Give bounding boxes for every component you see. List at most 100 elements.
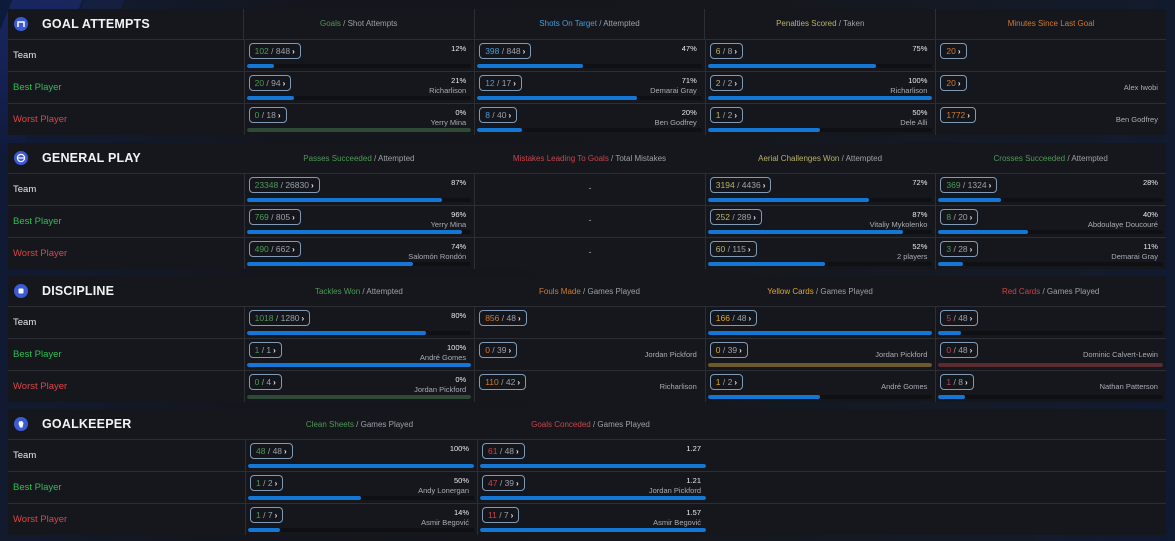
- progress-bar: [938, 395, 1163, 399]
- stat-percentage: 28%: [1142, 178, 1158, 187]
- stat-value: 1018: [254, 313, 274, 323]
- progress-bar-fill: [246, 128, 472, 132]
- stat-badge-button[interactable]: 856 / 48 ›: [479, 310, 527, 326]
- progress-bar: [707, 395, 933, 399]
- progress-bar-fill: [938, 262, 964, 266]
- progress-bar-fill: [707, 96, 933, 100]
- stat-total: 17: [501, 78, 512, 88]
- chevron-right-icon: ›: [301, 314, 305, 323]
- stat-badge-button[interactable]: 47 / 39 ›: [482, 475, 525, 491]
- stat-value: 1: [254, 345, 260, 355]
- player-name: Salomón Rondón: [408, 252, 467, 261]
- progress-bar-fill: [246, 198, 442, 202]
- stat-cell: 61 / 48 › 1.27: [477, 440, 709, 471]
- column-header-primary: Yellow Cards: [767, 286, 814, 296]
- chevron-right-icon: ›: [517, 378, 520, 387]
- stat-total: 115: [732, 244, 746, 254]
- stat-badge-button[interactable]: 1 / 8 ›: [940, 374, 974, 390]
- stat-badge-button[interactable]: 1 / 2 ›: [709, 374, 744, 390]
- chevron-right-icon: ›: [967, 111, 970, 120]
- stat-badge-button[interactable]: 12 / 17 ›: [479, 75, 522, 91]
- stat-badge-button[interactable]: 369 / 1324 ›: [940, 177, 998, 193]
- stat-cell: -: [474, 238, 705, 269]
- stat-badge-button[interactable]: 102 / 848 ›: [248, 43, 301, 59]
- progress-bar-fill: [707, 64, 877, 68]
- stat-badge-button[interactable]: 5 / 48 ›: [940, 310, 979, 326]
- progress-bar-fill: [246, 363, 472, 367]
- goal-icon: [14, 17, 28, 31]
- player-name: Jordan Pickford: [648, 486, 701, 495]
- section-title: GOAL ATTEMPTS: [8, 17, 243, 31]
- stat-badge-button[interactable]: 0 / 39 ›: [479, 342, 518, 358]
- stat-badge-button[interactable]: 398 / 848 ›: [479, 43, 532, 59]
- stat-badge-button[interactable]: 1772 ›: [940, 107, 976, 123]
- progress-bar: [480, 496, 706, 500]
- stat-badge-button[interactable]: 1 / 7 ›: [250, 507, 284, 523]
- chevron-right-icon: ›: [517, 314, 521, 323]
- stat-badge-button[interactable]: 3 / 28 ›: [940, 241, 979, 257]
- stat-badge-button[interactable]: 1 / 1 ›: [248, 342, 282, 358]
- stat-badge-button[interactable]: 490 / 662 ›: [248, 241, 301, 257]
- stat-badge-button[interactable]: 0 / 39 ›: [709, 342, 748, 358]
- row-label-worst: Worst Player: [13, 514, 68, 525]
- stat-badge-button[interactable]: 8 / 20 ›: [940, 209, 979, 225]
- stat-cell: 1 / 2 › 50% Andy Lonergan: [245, 472, 477, 503]
- stat-badge-button[interactable]: 23348 / 26830 ›: [248, 177, 320, 193]
- section-header: GOALKEEPER Clean Sheets / Games Played Goa…: [8, 409, 1166, 440]
- stat-badge-button[interactable]: 6 / 8 ›: [709, 43, 744, 59]
- stat-badge-button[interactable]: 1 / 2 ›: [250, 475, 284, 491]
- row-best: Best Player 769 / 805 › 96% Yerry Mina -252 /…: [8, 206, 1166, 238]
- row-team: Team 48 / 48 › 100% 61 / 48 › 1.27: [8, 440, 1166, 472]
- stat-separator: /: [494, 78, 502, 88]
- stat-value: 0: [715, 345, 721, 355]
- progress-bar: [477, 96, 702, 100]
- stat-badge-button[interactable]: 110 / 42 ›: [479, 374, 526, 390]
- stat-badge-button[interactable]: 0 / 18 ›: [248, 107, 287, 123]
- stat-badge-button[interactable]: 60 / 115 ›: [709, 241, 757, 257]
- stat-value: 8: [485, 110, 490, 120]
- stat-cell: 369 / 1324 › 28%: [935, 174, 1166, 205]
- row-label-worst: Worst Player: [13, 381, 68, 392]
- stat-value: 0: [254, 377, 260, 387]
- stat-badge-button[interactable]: 252 / 289 ›: [709, 209, 762, 225]
- stat-separator: /: [720, 78, 728, 88]
- stat-badge-button[interactable]: 166 / 48 ›: [709, 310, 758, 326]
- stat-badge-button[interactable]: 20 ›: [940, 75, 967, 91]
- column-header-secondary: Games Played: [597, 419, 650, 429]
- stat-badge-button[interactable]: 61 / 48 ›: [482, 443, 525, 459]
- column-header: Aerial Challenges Won / Attempted: [705, 154, 936, 163]
- stat-separator: /: [268, 244, 276, 254]
- stat-badge-button[interactable]: 0 / 4 ›: [248, 374, 282, 390]
- stat-separator: /: [260, 510, 268, 520]
- stat-cell: 3 / 28 › 11% Demarai Gray: [935, 238, 1166, 269]
- stat-value: 8: [946, 212, 952, 222]
- stat-badge-button[interactable]: 0 / 48 ›: [940, 342, 979, 358]
- player-name: Jordan Pickford: [875, 350, 928, 359]
- stat-badge-button[interactable]: 11 / 7 ›: [482, 507, 520, 523]
- stat-total: 48: [504, 446, 515, 456]
- chevron-right-icon: ›: [747, 245, 751, 254]
- stat-badge-button[interactable]: 20 ›: [940, 43, 967, 59]
- stat-badge-button[interactable]: 8 / 40 ›: [479, 107, 518, 123]
- progress-bar: [246, 363, 472, 367]
- stat-badge-button[interactable]: 769 / 805 ›: [248, 209, 301, 225]
- column-header-secondary: Total Mistakes: [615, 153, 667, 163]
- progress-bar: [938, 363, 1163, 367]
- stat-badge-button[interactable]: 1018 / 1280 ›: [248, 310, 311, 326]
- empty-value: -: [588, 183, 592, 193]
- stat-badge-button[interactable]: 48 / 48 ›: [250, 443, 293, 459]
- card-icon: [14, 284, 28, 298]
- stat-badge-button[interactable]: 20 / 94 ›: [248, 75, 292, 91]
- stat-badge-button[interactable]: 2 / 2 ›: [709, 75, 744, 91]
- progress-bar: [477, 128, 702, 132]
- section-header: GOAL ATTEMPTS Goals / Shot Attempts Shots …: [8, 9, 1166, 40]
- stat-badge-button[interactable]: 1 / 2 ›: [709, 107, 744, 123]
- stat-value: 20: [946, 78, 956, 88]
- column-header-primary: Penalties Scored: [776, 19, 837, 28]
- column-header-secondary: Games Played: [360, 419, 414, 429]
- stat-separator: /: [951, 313, 959, 323]
- empty-value: -: [588, 247, 592, 257]
- stat-badge-button[interactable]: 3194 / 4436 ›: [709, 177, 772, 193]
- player-name: Vitaliy Mykolenko: [869, 220, 928, 229]
- section-title-text: GENERAL PLAY: [42, 151, 141, 165]
